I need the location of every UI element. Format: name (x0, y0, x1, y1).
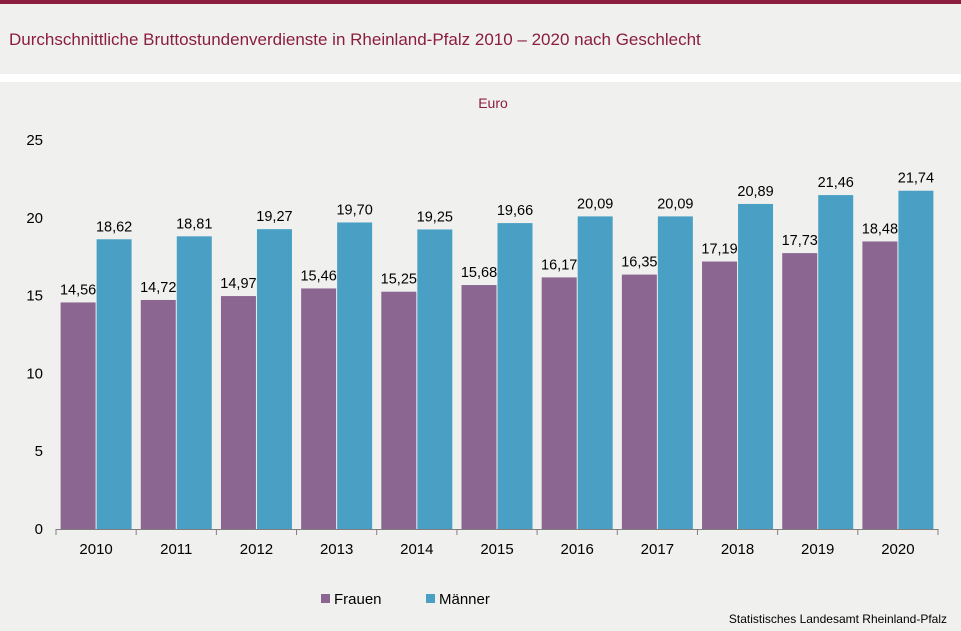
data-label: 19,25 (417, 209, 453, 225)
data-label: 17,19 (701, 242, 737, 258)
chart-title: Durchschnittliche Bruttostundenverdienst… (9, 30, 701, 49)
panel-divider (0, 74, 961, 82)
data-label: 21,74 (898, 171, 934, 187)
bar-maenner (497, 223, 533, 529)
bar-maenner (577, 216, 613, 529)
x-tick-label: 2013 (320, 541, 353, 558)
data-label: 18,62 (96, 219, 132, 235)
bar-frauen (702, 261, 738, 529)
y-tick-label: 15 (26, 288, 43, 305)
top-rule (0, 0, 961, 4)
data-label: 18,81 (176, 216, 212, 232)
data-label: 19,27 (256, 209, 292, 225)
data-label: 20,09 (577, 196, 613, 212)
bar-frauen (782, 253, 818, 529)
data-label: 14,72 (140, 280, 176, 296)
data-label: 20,09 (657, 196, 693, 212)
x-tick-label: 2017 (641, 541, 674, 558)
x-tick-label: 2015 (480, 541, 513, 558)
x-tick-label: 2019 (801, 541, 834, 558)
x-tick-label: 2020 (881, 541, 914, 558)
data-label: 21,46 (818, 175, 854, 191)
data-label: 16,35 (621, 255, 657, 271)
bar-frauen (461, 285, 497, 529)
data-label: 19,66 (497, 203, 533, 219)
legend-label-maenner: Männer (439, 591, 490, 608)
data-label: 17,73 (782, 233, 818, 249)
x-tick-label: 2018 (721, 541, 754, 558)
data-label: 16,17 (541, 257, 577, 273)
bar-maenner (96, 239, 132, 529)
data-label: 15,68 (461, 265, 497, 281)
data-label: 14,56 (60, 282, 96, 298)
y-tick-label: 5 (35, 443, 43, 460)
bar-frauen (621, 274, 657, 529)
bar-frauen (541, 277, 577, 529)
data-label: 14,97 (220, 276, 256, 292)
data-label: 15,25 (381, 272, 417, 288)
x-tick-label: 2016 (560, 541, 593, 558)
x-tick-label: 2012 (240, 541, 273, 558)
source-note: Statistisches Landesamt Rheinland-Pfalz (729, 612, 947, 626)
bar-maenner (738, 203, 774, 529)
bar-frauen (301, 288, 337, 529)
x-tick-label: 2011 (160, 541, 192, 558)
data-label: 15,46 (300, 268, 336, 284)
bar-frauen (381, 291, 417, 529)
bar-maenner (818, 195, 854, 529)
data-label: 20,89 (737, 184, 773, 200)
bar-frauen (140, 299, 176, 529)
bar-maenner (337, 222, 373, 529)
bar-maenner (898, 190, 934, 530)
legend-label-frauen: Frauen (334, 591, 382, 608)
bar-frauen (220, 296, 256, 529)
bar-frauen (60, 302, 96, 529)
bar-frauen (862, 241, 898, 529)
legend-swatch-maenner (426, 594, 435, 603)
bar-maenner (176, 236, 212, 529)
bar-maenner (417, 229, 453, 529)
y-tick-label: 0 (35, 521, 43, 538)
y-tick-label: 25 (26, 132, 43, 149)
data-label: 18,48 (862, 221, 898, 237)
x-tick-label: 2010 (79, 541, 112, 558)
legend-swatch-frauen (321, 594, 330, 603)
y-tick-label: 20 (26, 210, 43, 227)
x-tick-label: 2014 (400, 541, 433, 558)
unit-label: Euro (478, 95, 508, 111)
y-tick-label: 10 (26, 365, 43, 382)
data-label: 19,70 (336, 202, 372, 218)
bar-maenner (256, 229, 292, 529)
bar-maenner (657, 216, 693, 529)
